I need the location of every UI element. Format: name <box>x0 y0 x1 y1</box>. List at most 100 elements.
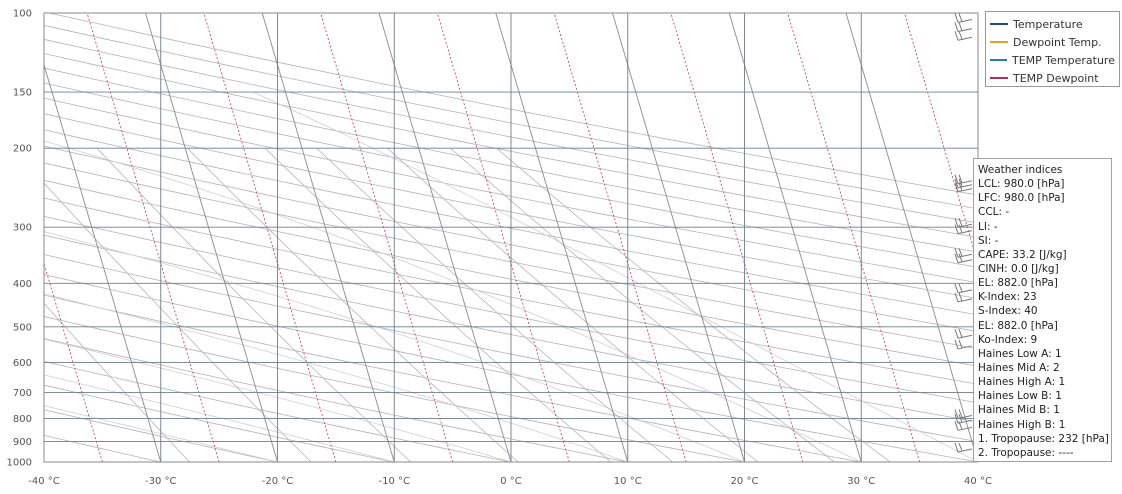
wind-barb-flag <box>958 421 963 430</box>
wind-barb-flag <box>954 253 959 263</box>
wind-barb-flag <box>958 283 963 293</box>
legend: Temperature Dewpoint Temp. TEMP Temperat… <box>985 11 1120 87</box>
dry-adiabat <box>44 129 978 316</box>
wind-barb-flag <box>958 31 963 40</box>
wind-barb <box>954 22 973 33</box>
dry-adiabat <box>44 316 745 462</box>
wind-barbs <box>954 13 973 453</box>
moist-adiabat <box>44 374 395 462</box>
legend-item-dewpoint: Dewpoint Temp. <box>990 33 1115 51</box>
legend-swatch-temp-temperature <box>990 59 1008 61</box>
wind-barb <box>954 339 973 350</box>
skewed-isotherm <box>44 63 162 462</box>
wind-barb-flag <box>954 421 959 431</box>
wind-barb-staff <box>957 230 973 235</box>
wind-barb-flag <box>958 248 963 257</box>
weather-index-line: LFC: 980.0 [hPa] <box>978 192 1065 205</box>
grid-layer <box>44 13 978 462</box>
wind-barb-staff <box>957 426 973 431</box>
wind-barb-flag <box>954 182 959 192</box>
legend-label-temperature: Temperature <box>1013 17 1083 31</box>
weather-index-line: LCL: 980.0 [hPa] <box>978 178 1065 191</box>
wind-barb-staff <box>957 289 973 294</box>
skewed-isotherm <box>495 13 629 462</box>
wind-barb-flag <box>958 442 963 452</box>
moist-adiabat <box>44 405 278 462</box>
weather-index-line: 1. Tropopause: 232 [hPa] <box>978 432 1109 445</box>
wind-barb <box>954 442 973 453</box>
x-tick-label: -40 °C <box>28 476 60 487</box>
dry-adiabat <box>44 162 978 350</box>
wind-barb-flag <box>954 224 959 234</box>
weather-index-line: CINH: 0.0 [J/kg] <box>978 262 1059 275</box>
x-tick-label: 40 °C <box>964 476 992 487</box>
wind-barb-flag <box>958 178 963 187</box>
wind-barb <box>954 414 973 424</box>
wind-barb <box>954 253 973 264</box>
wind-barb <box>954 421 973 431</box>
dry-adiabat <box>44 113 978 300</box>
y-tick-label: 300 <box>13 223 32 234</box>
wind-barb-flag <box>954 339 959 350</box>
x-tick-label: 10 °C <box>614 476 642 487</box>
weather-index-line: K-Index: 23 <box>978 291 1037 304</box>
wind-barb-flag <box>954 31 959 41</box>
weather-index-line: Haines Low B: 1 <box>978 390 1062 403</box>
wind-barb-flag <box>954 218 959 228</box>
wind-barb-flag <box>958 174 963 183</box>
dry-adiabat <box>44 234 978 423</box>
wind-barb-flag <box>958 182 963 191</box>
x-tick-label: 20 °C <box>731 476 759 487</box>
dry-adiabat <box>44 145 978 332</box>
y-tick-label: 500 <box>13 322 32 333</box>
dry-adiabat <box>44 24 978 210</box>
wind-barb-staff <box>957 419 973 424</box>
wind-barb <box>954 329 973 339</box>
dry-adiabat <box>44 215 978 404</box>
wind-barb-flag <box>958 329 963 338</box>
wind-barb-flag <box>954 174 959 184</box>
weather-index-line: Haines High A: 1 <box>978 376 1066 389</box>
wind-barb-staff <box>957 223 973 228</box>
wind-barb-staff <box>957 19 973 24</box>
x-tick-label: -10 °C <box>379 476 411 487</box>
y-tick-label: 600 <box>13 358 32 369</box>
wind-barb-flag <box>958 224 963 233</box>
weather-index-line: 2. Tropopause: ---- <box>978 446 1074 459</box>
dry-adiabat <box>44 53 978 238</box>
dry-adiabat <box>44 361 512 462</box>
dry-adiabat <box>44 254 978 443</box>
wind-barb-flag <box>954 442 959 453</box>
dry-adiabat <box>44 274 978 462</box>
wind-barb-staff <box>957 36 973 41</box>
legend-swatch-temperature <box>990 23 1008 25</box>
wind-barb-flag <box>954 283 959 293</box>
wind-barb <box>954 283 973 294</box>
wind-barb-staff <box>957 28 973 33</box>
wind-barb-flag <box>954 248 959 258</box>
y-tick-label: 200 <box>13 144 32 155</box>
y-tick-label: 800 <box>13 414 32 425</box>
x-tick-label: -30 °C <box>145 476 177 487</box>
y-tick-label: 700 <box>13 388 32 399</box>
wind-barb-flag <box>958 339 963 349</box>
dry-adiabat <box>44 197 978 385</box>
dry-adiabat <box>44 97 978 284</box>
y-tick-label: 100 <box>13 9 32 20</box>
weather-index-line: S-Index: 40 <box>978 305 1038 318</box>
wind-barb-flag <box>954 409 959 419</box>
skewed-isotherm <box>261 13 395 462</box>
weather-indices-list: LCL: 980.0 [hPa] LFC: 980.0 [hPa] CCL: - LI… <box>978 177 1109 460</box>
dry-adiabat <box>44 38 978 224</box>
wind-barb-staff <box>957 448 973 453</box>
wind-barb-flag <box>954 292 959 303</box>
weather-index-line: Ko-Index: 9 <box>978 333 1038 346</box>
wind-barb-flag <box>954 178 959 188</box>
moist-adiabat <box>252 91 978 462</box>
skewed-isotherm <box>612 13 745 462</box>
legend-swatch-dewpoint <box>990 41 1008 43</box>
weather-index-line: EL: 882.0 [hPa] <box>978 319 1058 332</box>
wind-barb <box>954 13 973 24</box>
wind-barb <box>954 218 973 228</box>
dry-adiabat <box>44 338 628 462</box>
